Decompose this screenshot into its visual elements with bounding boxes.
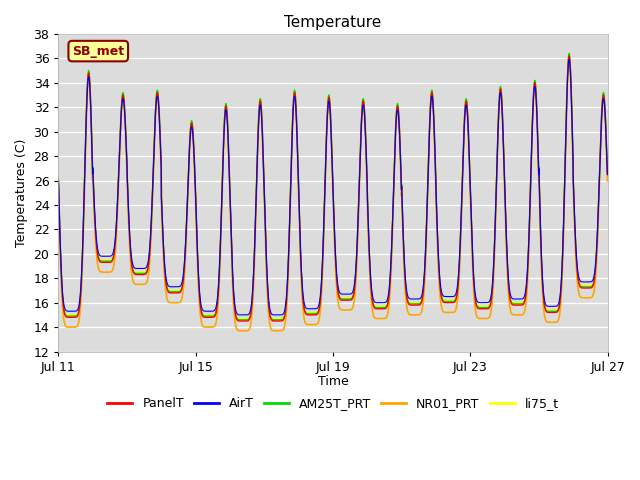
Title: Temperature: Temperature — [284, 15, 381, 30]
Legend: PanelT, AirT, AM25T_PRT, NR01_PRT, li75_t: PanelT, AirT, AM25T_PRT, NR01_PRT, li75_… — [102, 392, 564, 415]
X-axis label: Time: Time — [317, 375, 348, 388]
Text: SB_met: SB_met — [72, 45, 124, 58]
Y-axis label: Temperatures (C): Temperatures (C) — [15, 139, 28, 247]
